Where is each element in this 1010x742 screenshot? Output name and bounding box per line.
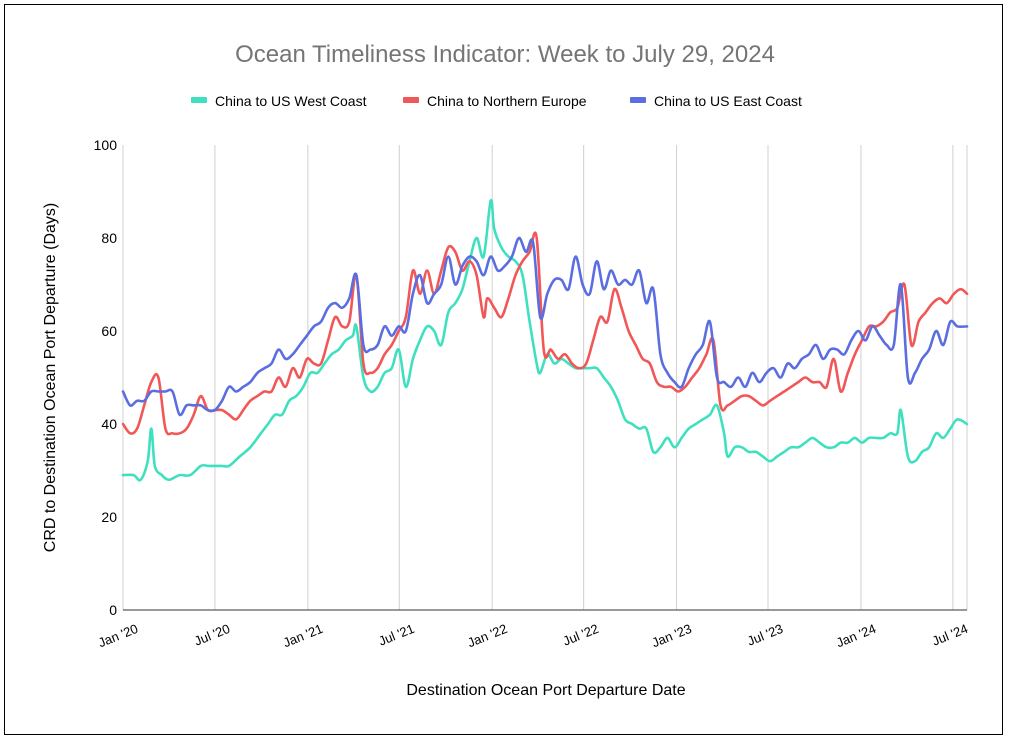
legend-label: China to Northern Europe (427, 93, 587, 109)
y-tick-label: 100 (94, 137, 118, 153)
x-axis-ticks: Jan '20 Jul '20 Jan '21 Jul '21 Jan '22 Jul '… (96, 621, 970, 650)
legend-label: China to US East Coast (654, 93, 802, 109)
y-axis-ticks: 0 20 40 60 80 100 (94, 137, 118, 618)
chart-frame: Ocean Timeliness Indicator: Week to July… (4, 4, 1003, 735)
legend-swatch (403, 97, 419, 103)
x-tick-label: Jan '21 (281, 621, 325, 650)
y-tick-label: 20 (101, 509, 117, 525)
legend-item: China to Northern Europe (403, 93, 587, 109)
x-tick-label: Jan '24 (834, 621, 878, 650)
y-tick-label: 80 (101, 230, 117, 246)
y-tick-label: 0 (109, 602, 117, 618)
x-tick-label: Jan '20 (96, 621, 140, 650)
chart-title: Ocean Timeliness Indicator: Week to July… (235, 41, 775, 68)
x-tick-label: Jul '21 (376, 621, 416, 649)
x-tick-label: Jan '22 (465, 621, 509, 650)
legend: China to US West Coast China to Northern … (191, 93, 802, 109)
x-tick-label: Jul '24 (930, 621, 970, 649)
line-chart: Ocean Timeliness Indicator: Week to July… (42, 41, 970, 699)
series-line (121, 199, 969, 482)
legend-item: China to US West Coast (191, 93, 367, 109)
series-lines (121, 199, 969, 482)
x-tick-label: Jul '23 (745, 621, 785, 649)
legend-item: China to US East Coast (630, 93, 802, 109)
x-axis-label: Destination Ocean Port Departure Date (406, 682, 685, 699)
legend-swatch (630, 97, 646, 103)
legend-label: China to US West Coast (215, 93, 367, 109)
y-tick-label: 60 (101, 323, 117, 339)
x-tick-label: Jan '23 (650, 621, 694, 650)
x-tick-label: Jul '20 (192, 621, 232, 649)
x-tick-label: Jul '22 (561, 621, 601, 649)
legend-swatch (191, 97, 207, 103)
series-line (121, 231, 969, 436)
y-tick-label: 40 (101, 416, 117, 432)
series-line (121, 236, 969, 417)
gridlines (122, 145, 968, 610)
y-axis-label: CRD to Destination Ocean Port Departure … (42, 203, 59, 552)
